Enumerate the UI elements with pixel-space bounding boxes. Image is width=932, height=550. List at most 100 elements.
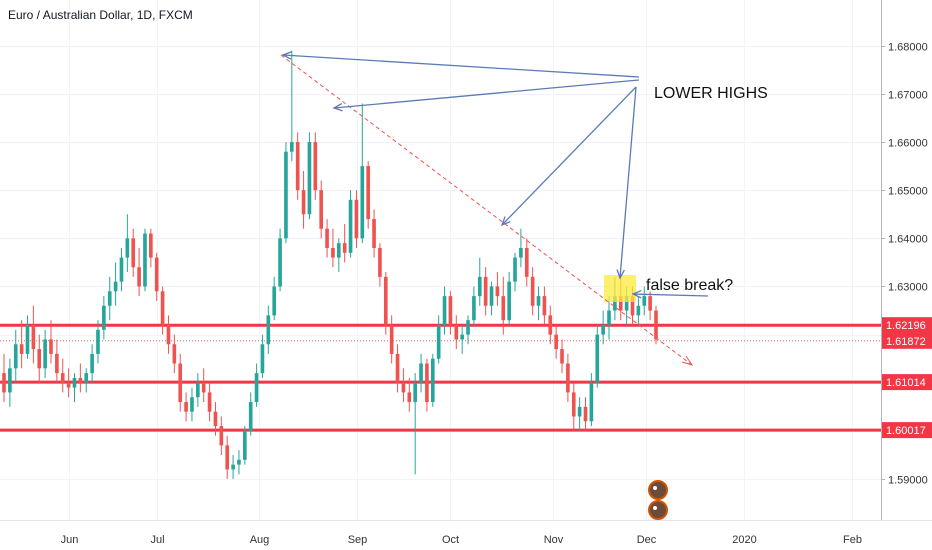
candle-body xyxy=(636,305,641,316)
candle-body xyxy=(342,243,347,253)
price-badge xyxy=(882,422,932,439)
candle-body xyxy=(595,334,600,383)
candle-body xyxy=(231,464,235,470)
candle-body xyxy=(454,325,459,340)
candle-body xyxy=(331,247,335,258)
candle-body xyxy=(319,190,324,229)
candle-body xyxy=(102,305,106,330)
candle-body xyxy=(448,296,453,325)
price-badge-label: 1.61872 xyxy=(886,336,926,348)
annotation-arrow-line xyxy=(282,54,640,78)
price-badge-label: 1.60017 xyxy=(886,425,926,437)
y-tick-label: 1.66000 xyxy=(888,138,928,150)
event-icon-bottom[interactable] xyxy=(648,500,668,520)
annotation-arrow-line xyxy=(333,79,640,109)
y-tick-label: 1.59000 xyxy=(888,475,928,487)
candle-body xyxy=(489,286,494,306)
candle-body xyxy=(213,411,218,427)
candle-body xyxy=(501,296,506,321)
candle-body xyxy=(125,238,130,258)
time-axis[interactable]: Jun Jul Aug Sep Oct Nov Dec 2020 Feb xyxy=(61,534,862,546)
event-icon-circle xyxy=(648,480,668,500)
x-tick-label: Nov xyxy=(544,534,564,546)
candle-body xyxy=(131,238,136,268)
x-tick-label: Jul xyxy=(150,534,164,546)
candle-body xyxy=(207,392,212,412)
candle-body xyxy=(2,373,6,393)
candle-body xyxy=(654,310,658,340)
candle-body xyxy=(248,402,253,431)
candle-body xyxy=(519,247,523,258)
candle-body xyxy=(13,344,18,369)
candle-body xyxy=(237,459,241,465)
candle-body xyxy=(536,296,541,306)
candle-body xyxy=(630,296,635,316)
candle-body xyxy=(425,363,429,403)
annotation-lower-highs: LOWER HIGHS xyxy=(654,85,768,102)
candle-body xyxy=(613,296,617,311)
chart-title: Euro / Australian Dollar, 1D, FXCM xyxy=(8,8,193,22)
x-tick-label: Aug xyxy=(250,534,270,546)
candle-body xyxy=(37,349,42,369)
event-icon-dot xyxy=(653,486,657,490)
x-tick-label: Jun xyxy=(61,534,79,546)
candle-body xyxy=(190,397,194,412)
candle-body xyxy=(513,257,517,282)
candle-body xyxy=(19,344,24,354)
candle-body xyxy=(60,373,65,383)
candle-body xyxy=(119,257,124,282)
candle-body xyxy=(90,353,94,374)
price-badges: 1.62196 1.61014 1.60017 1.61872 xyxy=(882,317,932,439)
candle-body xyxy=(113,281,118,292)
event-icon-top[interactable] xyxy=(648,480,668,500)
candle-body xyxy=(483,276,488,306)
annotation-arrow-line xyxy=(632,293,709,297)
arrowhead-icon xyxy=(281,51,292,60)
candle-body xyxy=(524,247,529,277)
candle-body xyxy=(219,426,224,446)
candle-body xyxy=(284,151,288,239)
candle-body xyxy=(466,320,470,335)
candle-body xyxy=(184,402,188,412)
candle-body xyxy=(583,406,588,422)
candle-body xyxy=(336,243,341,258)
candle-body xyxy=(548,315,553,335)
annotation-false-break: false break? xyxy=(646,277,733,294)
horizontal-levels xyxy=(0,323,881,432)
candle-body xyxy=(366,166,371,220)
candle-body xyxy=(360,166,365,239)
price-badge xyxy=(882,332,932,349)
candle-body xyxy=(401,382,406,393)
candle-body xyxy=(307,142,312,215)
candle-body xyxy=(460,334,464,340)
candle-body xyxy=(624,296,629,311)
candle-body xyxy=(601,325,605,335)
candlesticks xyxy=(2,50,658,480)
candle-body xyxy=(55,353,59,374)
x-tick-label: Dec xyxy=(637,534,657,546)
candle-body xyxy=(419,363,423,383)
candle-body xyxy=(154,257,159,292)
candle-body xyxy=(413,382,417,403)
candle-body xyxy=(260,344,265,374)
candle-body xyxy=(178,363,183,403)
candle-body xyxy=(31,325,36,350)
candle-body xyxy=(442,296,447,325)
candle-body xyxy=(196,382,200,398)
candle-body xyxy=(430,358,435,403)
candle-body xyxy=(530,276,535,306)
candle-body xyxy=(201,382,206,393)
candle-body xyxy=(254,373,259,403)
candle-body xyxy=(160,291,165,325)
candle-body xyxy=(648,296,652,311)
candle-body xyxy=(554,334,558,350)
candle-body xyxy=(137,267,141,287)
y-tick-label: 1.67000 xyxy=(888,90,928,102)
downtrend-arrow-icon xyxy=(681,355,694,366)
candle-body xyxy=(278,238,282,287)
x-tick-label: Sep xyxy=(348,534,368,546)
x-tick-label: Oct xyxy=(442,534,459,546)
candle-body xyxy=(389,325,394,354)
arrowhead-icon xyxy=(500,216,511,227)
